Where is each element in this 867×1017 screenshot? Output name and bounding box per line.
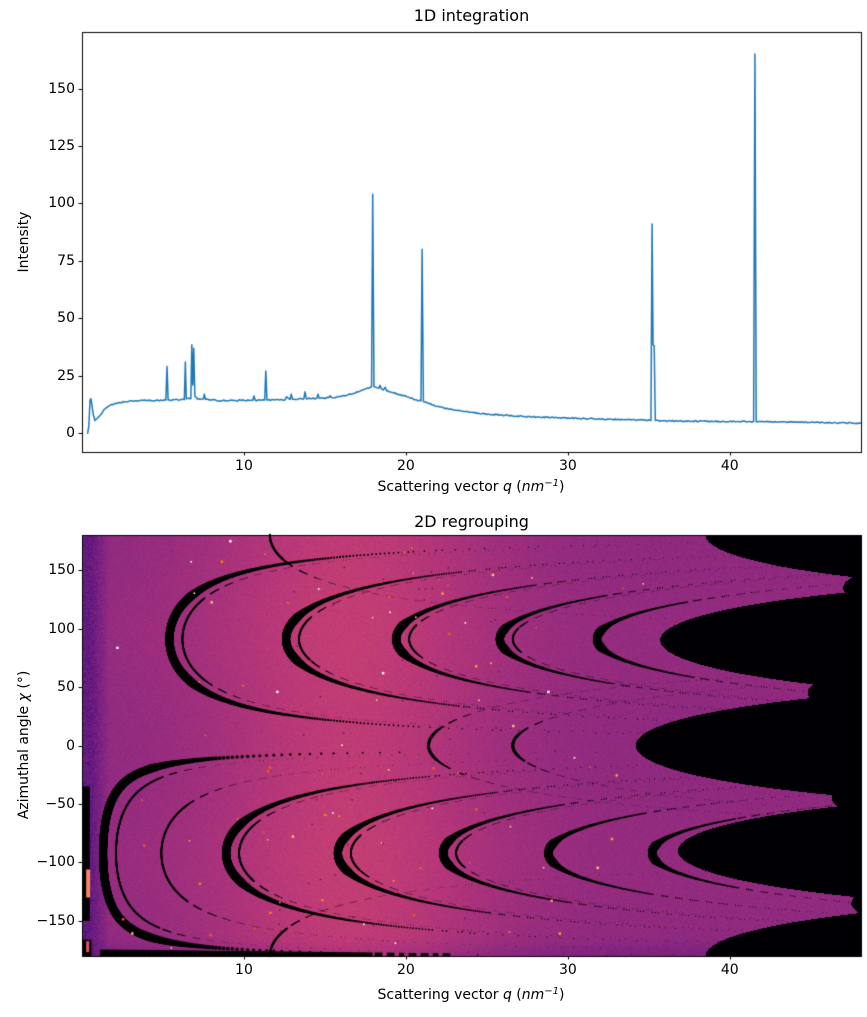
plot1-xlabel-paren-close: ) bbox=[559, 479, 565, 495]
plot1-y-tick-label: 25 bbox=[57, 367, 75, 384]
plot1-title: 1D integration bbox=[413, 6, 530, 25]
plot1-xlabel: Scattering vector q (nm−1) bbox=[377, 478, 564, 495]
plot2-xlabel: Scattering vector q (nm−1) bbox=[377, 986, 564, 1003]
plot1-x-tick-label: 40 bbox=[720, 458, 739, 474]
plot2-xlabel-exponent: −1 bbox=[544, 986, 560, 997]
plot2-xlabel-paren: ( bbox=[511, 987, 522, 1003]
plot2-x-tick-label: 20 bbox=[396, 962, 415, 978]
plot2-xlabel-unit: nm bbox=[521, 987, 545, 1003]
plot1-xlabel-q-symbol: q bbox=[502, 479, 512, 495]
plot2-y-tick-label: 0 bbox=[66, 737, 75, 754]
plot2-y-tick-label: −100 bbox=[36, 854, 75, 871]
plot1-ylabel: Intensity bbox=[16, 211, 32, 273]
plot2-y-tick-label: 100 bbox=[48, 620, 75, 637]
plot1-xlabel-exponent: −1 bbox=[544, 478, 560, 489]
plot2-title: 2D regrouping bbox=[414, 512, 529, 531]
plot1-y-tick-label: 50 bbox=[57, 310, 75, 327]
plot1-y-tick-label: 100 bbox=[48, 195, 75, 212]
plot2-y-tick-label: 50 bbox=[57, 679, 75, 696]
plot1-xlabel-unit: nm bbox=[521, 479, 545, 495]
plot1-y-tick-label: 125 bbox=[48, 137, 75, 154]
plot1-x-tick-label: 30 bbox=[558, 458, 577, 474]
plot2-ylabel-chi-symbol: χ bbox=[16, 693, 32, 702]
plot1-y-tick-label: 75 bbox=[57, 252, 75, 269]
plot2-ylabel: Azimuthal angle χ (°) bbox=[16, 671, 32, 820]
plot2-y-tick-label: −150 bbox=[36, 912, 75, 929]
plot1-x-tick-label: 20 bbox=[396, 458, 415, 474]
plot2-x-tick-label: 40 bbox=[720, 962, 739, 978]
plot2-x-tick-label: 10 bbox=[235, 962, 253, 978]
plot1-y-tick-label: 150 bbox=[48, 80, 75, 97]
plot2-y-tick-label: −50 bbox=[45, 795, 75, 812]
plot2-y-tick-label: 150 bbox=[48, 562, 75, 579]
plot1-y-tick-label: 0 bbox=[66, 425, 75, 442]
plot1-x-tick-label: 10 bbox=[235, 458, 253, 474]
plot2-x-tick-label: 30 bbox=[558, 962, 577, 978]
plot1-xlabel-paren: ( bbox=[511, 479, 522, 495]
plot2-ylabel-text: Azimuthal angle bbox=[16, 701, 32, 820]
plot2-ylabel-unit: (°) bbox=[16, 670, 32, 694]
plot2-xlabel-q-symbol: q bbox=[502, 987, 512, 1003]
plot2-xlabel-text: Scattering vector bbox=[377, 987, 503, 1003]
plot1-xlabel-text: Scattering vector bbox=[377, 479, 503, 495]
plot2-xlabel-paren-close: ) bbox=[559, 987, 565, 1003]
